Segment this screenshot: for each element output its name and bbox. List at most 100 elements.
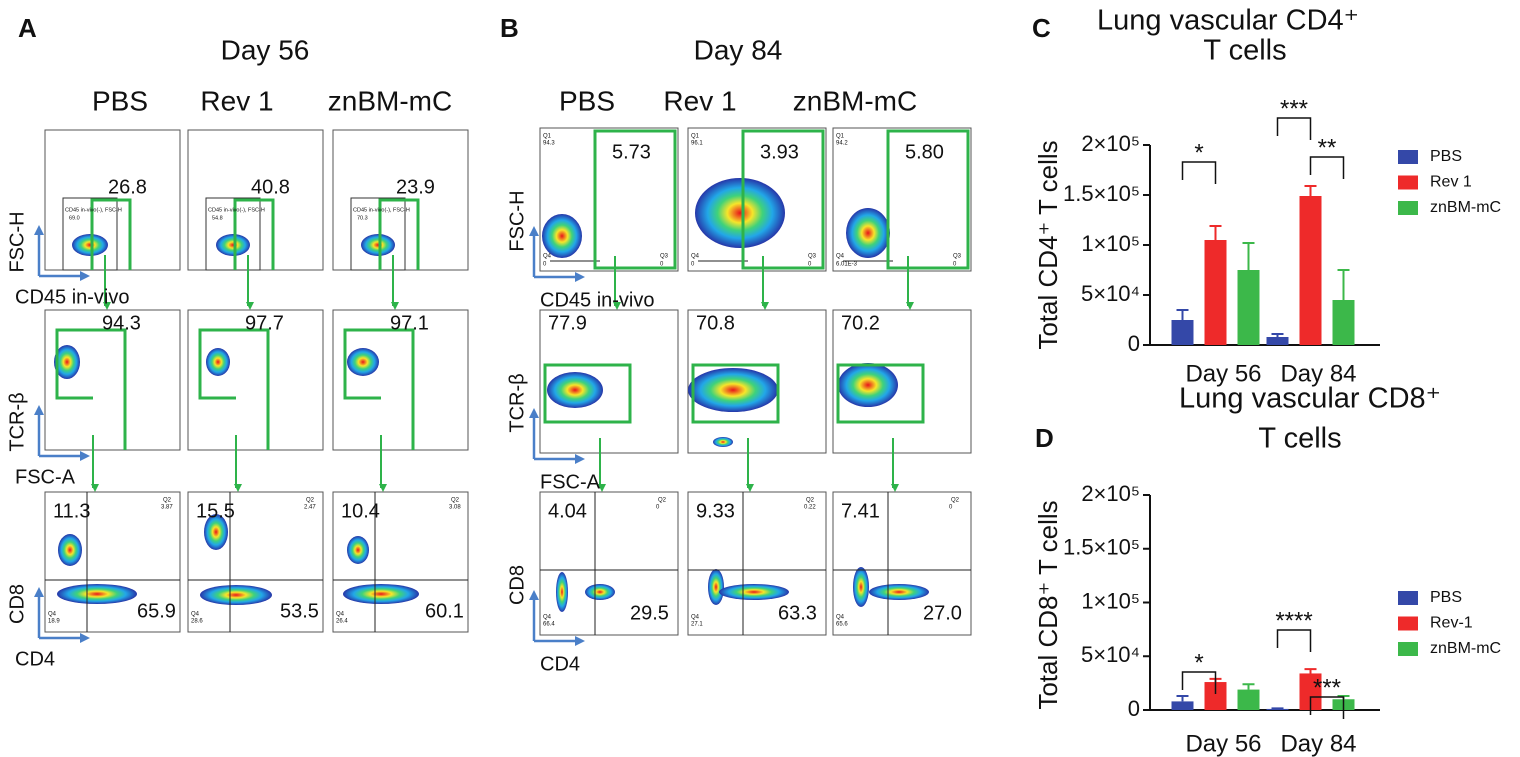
y-axis-label: Total CD4⁺ T cells <box>1033 140 1063 349</box>
density-blob <box>585 584 615 600</box>
gate-value: 11.3 <box>53 500 90 522</box>
gate-shape <box>90 198 132 270</box>
flow-plot <box>187 309 324 451</box>
density-blob <box>869 584 929 600</box>
y-axis-label: CD8 <box>6 584 28 624</box>
significance-bracket <box>1181 671 1217 694</box>
density-blob <box>846 208 890 258</box>
gate-value: Q2 <box>163 498 172 504</box>
significance-bracket <box>1276 117 1312 140</box>
gate-shape <box>350 197 406 271</box>
gate-value: Q4 <box>836 254 845 260</box>
panel-label: A <box>18 13 37 43</box>
gate-value: 27.1 <box>691 622 703 628</box>
gate-value: Q4 <box>191 612 200 618</box>
legend-swatch <box>1398 616 1418 631</box>
density-blob <box>58 534 82 566</box>
y-tick-label: 2×10⁵ <box>1081 131 1140 156</box>
gate-value: 97.1 <box>390 312 429 334</box>
gate-value: Q3 <box>953 254 962 260</box>
y-tick-label: 5×10⁴ <box>1081 642 1140 667</box>
y-tick-label: 1.5×10⁵ <box>1063 535 1140 560</box>
gate-value: CD45 in-vivo(-), FSC-H <box>65 207 122 213</box>
legend-swatch <box>1398 642 1418 656</box>
gate-value: 18.9 <box>48 619 60 625</box>
x-tick-label: Day 84 <box>1280 730 1356 757</box>
bar <box>1237 270 1260 345</box>
legend-label: znBM-mC <box>1430 199 1501 216</box>
density-blob <box>719 584 789 600</box>
density-blob <box>343 584 419 604</box>
gate-value: Q4 <box>691 615 700 621</box>
column-header: PBS <box>92 85 148 116</box>
chart-title: Lung vascular CD8⁺ <box>1179 383 1441 415</box>
bar <box>1171 320 1194 345</box>
gate-value: 4.04 <box>548 500 587 522</box>
density-blob <box>853 567 869 607</box>
column-header: PBS <box>559 85 615 116</box>
column-header: Rev 1 <box>200 85 273 116</box>
x-axis-label: FSC-A <box>15 466 76 488</box>
bar <box>1171 701 1194 710</box>
gate-value: 60.1 <box>425 600 464 622</box>
bar <box>1266 337 1289 345</box>
error-bar <box>1304 185 1317 196</box>
gate-value: 77.9 <box>548 312 587 334</box>
gate-value: Q1 <box>836 134 845 140</box>
significance-label: * <box>1194 649 1203 676</box>
y-tick-label: 0 <box>1128 331 1140 356</box>
bar <box>1204 682 1227 710</box>
bar <box>1237 689 1260 710</box>
gate-value: 5.80 <box>905 141 944 163</box>
gate-value: 97.7 <box>245 312 284 334</box>
y-axis-label: TCR-β <box>506 373 528 432</box>
y-tick-label: 1.5×10⁵ <box>1063 181 1140 206</box>
gate-value: 0 <box>808 262 812 268</box>
density-blob <box>206 348 230 376</box>
density-blob <box>556 572 568 612</box>
bar <box>1299 673 1322 710</box>
significance-bracket <box>1309 696 1345 719</box>
gate-value: 0.22 <box>804 505 816 511</box>
gate-value: 0 <box>656 505 660 511</box>
gate-value: Q2 <box>658 498 667 504</box>
gate-value: 54.8 <box>212 215 223 221</box>
legend-label: Rev 1 <box>1430 174 1472 191</box>
gate-shape <box>55 328 127 450</box>
gate-value: Q4 <box>836 615 845 621</box>
column-header: znBM-mC <box>793 85 917 116</box>
significance-label: ** <box>1318 134 1337 161</box>
gate-shape <box>543 363 632 424</box>
gate-value: Q2 <box>451 498 460 504</box>
gate-value: Q1 <box>543 134 552 140</box>
error-bar <box>1337 269 1350 300</box>
gate-value: 9.33 <box>696 500 735 522</box>
density-blob <box>204 514 228 550</box>
legend-swatch <box>1398 591 1418 605</box>
significance-bracket <box>1276 629 1312 652</box>
legend-swatch <box>1398 175 1418 190</box>
error-bar <box>1209 225 1222 240</box>
y-axis-label: CD8 <box>506 565 528 605</box>
significance-bracket <box>1309 156 1345 179</box>
gate-value: Q2 <box>306 498 315 504</box>
density-blob <box>361 234 395 256</box>
y-axis-label: FSC-H <box>6 211 28 272</box>
gate-value: Q2 <box>806 498 815 504</box>
gate-value: 70.3 <box>357 215 368 221</box>
column-header: Rev 1 <box>663 85 736 116</box>
density-blob <box>547 372 603 408</box>
density-blob <box>347 536 369 564</box>
x-tick-label: Day 84 <box>1280 360 1356 387</box>
y-tick-label: 0 <box>1128 696 1140 721</box>
density-blob <box>216 234 250 256</box>
legend-label: PBS <box>1430 148 1462 165</box>
gate-value: 2.47 <box>304 505 316 511</box>
density-blob <box>688 368 778 412</box>
y-tick-label: 1×10⁵ <box>1081 588 1140 613</box>
gate-shape <box>741 129 825 270</box>
gate-value: Q4 <box>48 612 57 618</box>
y-tick-label: 1×10⁵ <box>1081 231 1140 256</box>
error-bar <box>1176 309 1189 320</box>
gate-value: 28.6 <box>191 619 203 625</box>
